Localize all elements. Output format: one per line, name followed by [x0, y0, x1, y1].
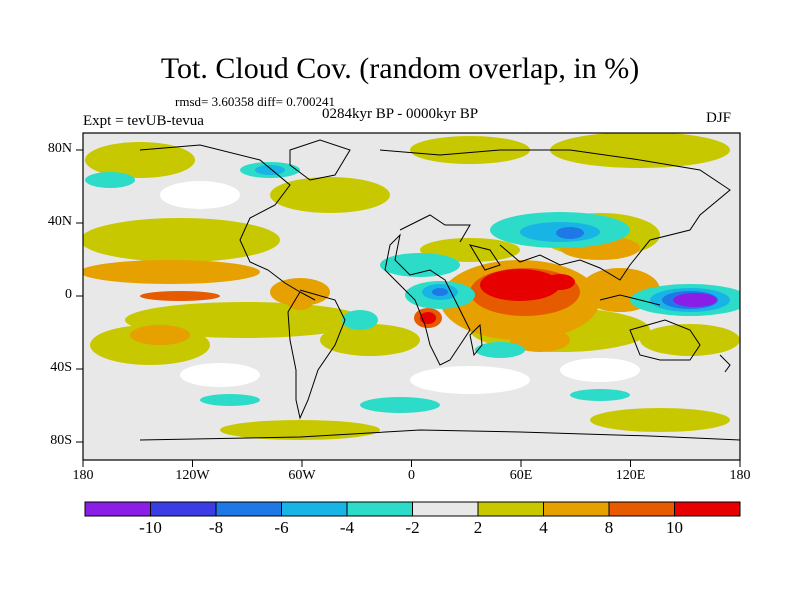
lat-label-80n: 80N	[47, 141, 72, 156]
colorbar-swatch	[150, 501, 217, 517]
plot-title: Tot. Cloud Cov. (random overlap, in %)	[160, 52, 640, 85]
colorbar-swatch	[84, 501, 151, 517]
lon-label-0: 0	[408, 468, 415, 483]
colorbar-swatch	[346, 501, 413, 517]
lon-label-180-west: 180	[72, 468, 94, 483]
axis-ticks	[76, 149, 741, 467]
lon-label-120e: 120E	[615, 468, 646, 483]
lat-label-0: 0	[65, 287, 72, 302]
field-band-above-10	[420, 269, 575, 324]
colorbar-swatch	[608, 501, 675, 517]
colorbar-swatch	[543, 501, 610, 517]
map-field	[83, 133, 740, 460]
field-band-below-minus10	[673, 293, 717, 307]
colorbar-label: 2	[473, 518, 483, 537]
colorbar-swatch	[281, 501, 348, 517]
colorbar-swatch	[215, 501, 282, 517]
colorbar-label: 8	[604, 518, 614, 537]
field-band-near-zero	[160, 181, 640, 394]
colorbar-label: -10	[139, 518, 162, 537]
colorbar	[84, 501, 741, 517]
colorbar-swatch	[674, 501, 741, 517]
stats-text: rmsd= 3.60358 diff= 0.700241	[175, 94, 335, 109]
colorbar-label: -4	[339, 518, 355, 537]
coastlines	[139, 139, 740, 441]
lat-label-40n: 40N	[47, 214, 72, 229]
colorbar-label: 4	[539, 518, 548, 537]
season-label: DJF	[706, 110, 732, 126]
colorbar-swatch	[412, 501, 479, 517]
colorbar-label: -2	[405, 518, 420, 537]
colorbar-label: -6	[274, 518, 289, 537]
lon-label-120w: 120W	[175, 468, 210, 483]
colorbar-swatch	[477, 501, 544, 517]
colorbar-label: 10	[666, 518, 683, 537]
period-label: 0284kyr BP - 0000kyr BP	[322, 106, 479, 122]
lat-label-80s: 80S	[50, 433, 72, 448]
lat-label-40s: 40S	[50, 360, 72, 375]
experiment-label: Expt = tevUB-tevua	[83, 113, 204, 129]
lon-label-180-east: 180	[729, 468, 751, 483]
lon-label-60e: 60E	[509, 468, 533, 483]
colorbar-label: -8	[208, 518, 224, 537]
lon-label-60w: 60W	[288, 468, 316, 483]
